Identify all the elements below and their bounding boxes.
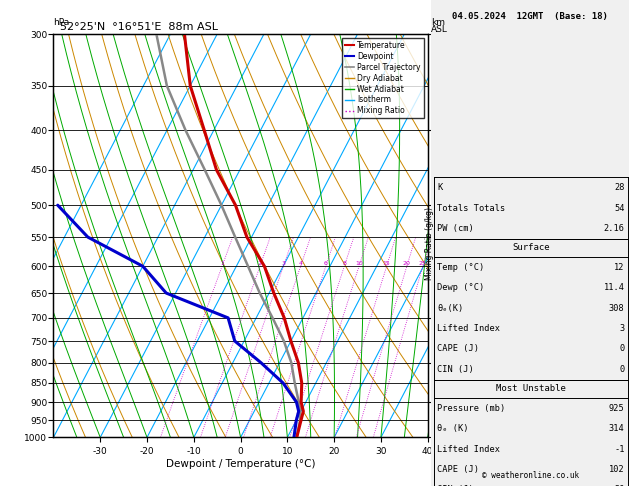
Text: hPa: hPa: [53, 17, 70, 27]
Text: 0: 0: [620, 345, 625, 353]
Text: Mixing Ratio (g/kg): Mixing Ratio (g/kg): [425, 207, 434, 279]
Text: CAPE (J): CAPE (J): [437, 345, 479, 353]
Text: CIN (J): CIN (J): [437, 365, 474, 374]
Text: km: km: [431, 17, 445, 27]
Text: 4: 4: [299, 261, 303, 266]
Text: K: K: [437, 183, 442, 192]
Text: Temp (°C): Temp (°C): [437, 263, 484, 272]
Text: CAPE (J): CAPE (J): [437, 465, 479, 474]
Text: 6: 6: [324, 261, 328, 266]
Text: 04.05.2024  12GMT  (Base: 18): 04.05.2024 12GMT (Base: 18): [452, 12, 608, 21]
Text: θₑ(K): θₑ(K): [437, 304, 464, 312]
Text: Dewp (°C): Dewp (°C): [437, 283, 484, 292]
Text: 2: 2: [258, 261, 262, 266]
Text: 8: 8: [342, 261, 346, 266]
Text: Totals Totals: Totals Totals: [437, 204, 506, 212]
Text: 308: 308: [609, 304, 625, 312]
Text: Surface: Surface: [512, 243, 550, 252]
Text: 2.16: 2.16: [604, 224, 625, 233]
Text: 12: 12: [614, 263, 625, 272]
Text: 25: 25: [419, 261, 427, 266]
Text: ASL: ASL: [431, 25, 448, 34]
Text: 3: 3: [281, 261, 286, 266]
Text: PW (cm): PW (cm): [437, 224, 474, 233]
Text: Lifted Index: Lifted Index: [437, 324, 500, 333]
Text: 3: 3: [620, 324, 625, 333]
Text: 102: 102: [609, 465, 625, 474]
Text: θₑ (K): θₑ (K): [437, 424, 469, 433]
Text: © weatheronline.co.uk: © weatheronline.co.uk: [482, 471, 579, 480]
Text: 15: 15: [383, 261, 391, 266]
Text: 54: 54: [614, 204, 625, 212]
Legend: Temperature, Dewpoint, Parcel Trajectory, Dry Adiabat, Wet Adiabat, Isotherm, Mi: Temperature, Dewpoint, Parcel Trajectory…: [342, 38, 424, 119]
Text: 314: 314: [609, 424, 625, 433]
Text: Lifted Index: Lifted Index: [437, 445, 500, 453]
Text: 10: 10: [355, 261, 363, 266]
Text: Pressure (mb): Pressure (mb): [437, 404, 506, 413]
Text: kt: kt: [465, 26, 472, 35]
Text: 0: 0: [620, 365, 625, 374]
Text: Most Unstable: Most Unstable: [496, 384, 566, 393]
Text: 20: 20: [403, 261, 411, 266]
Text: -1: -1: [614, 445, 625, 453]
Text: 28: 28: [614, 183, 625, 192]
Text: 1: 1: [220, 261, 224, 266]
Text: 52°25'N  °16°51'E  88m ASL: 52°25'N °16°51'E 88m ASL: [53, 22, 218, 32]
X-axis label: Dewpoint / Temperature (°C): Dewpoint / Temperature (°C): [166, 459, 315, 469]
Text: 925: 925: [609, 404, 625, 413]
Text: 11.4: 11.4: [604, 283, 625, 292]
